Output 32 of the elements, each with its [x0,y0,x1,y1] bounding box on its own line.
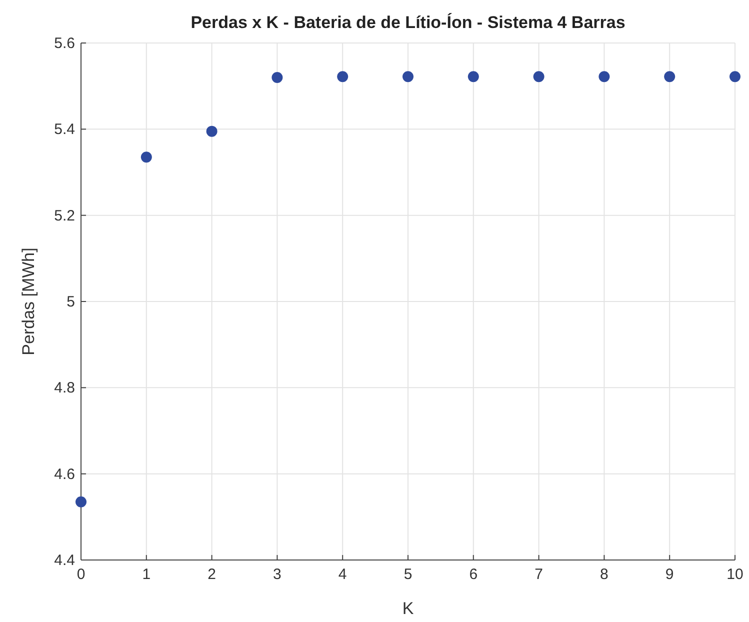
y-tick-label: 4.6 [54,466,75,483]
y-tick-label: 5.2 [54,207,75,224]
point [337,71,348,82]
point [402,71,414,82]
y-tick-label: 4.8 [54,380,75,397]
point [76,496,86,508]
y-tick-label: 5.6 [54,35,75,52]
point [598,71,610,82]
x-tick-label: 3 [273,566,282,583]
chart-title: Perdas x K - Bateria de de Lítio-Íon - Sistema 4 Barras [190,12,626,32]
x-tick-label: 2 [208,566,216,583]
x-axis-title: K [402,599,414,618]
x-tick-label: 4 [338,566,347,583]
point [272,72,283,83]
y-axis-title: Perdas [MWh] [19,248,38,356]
x-tick-label: 0 [76,566,86,583]
y-tick-label: 5.4 [54,121,75,138]
x-tick-label: 6 [469,566,478,583]
y-tick-label: 5 [66,294,75,310]
point [533,71,544,82]
x-tick-label: 5 [404,566,412,583]
x-tick-label: 7 [534,566,543,583]
x-tick-label: 10 [726,566,744,583]
y-tick-label: 4.4 [54,552,75,569]
point [730,71,740,82]
point [140,152,152,163]
point [664,71,676,82]
x-tick-label: 8 [600,566,608,583]
point [206,126,218,137]
point [468,71,479,82]
x-tick-label: 1 [142,566,151,583]
x-tick-label: 9 [665,566,674,583]
